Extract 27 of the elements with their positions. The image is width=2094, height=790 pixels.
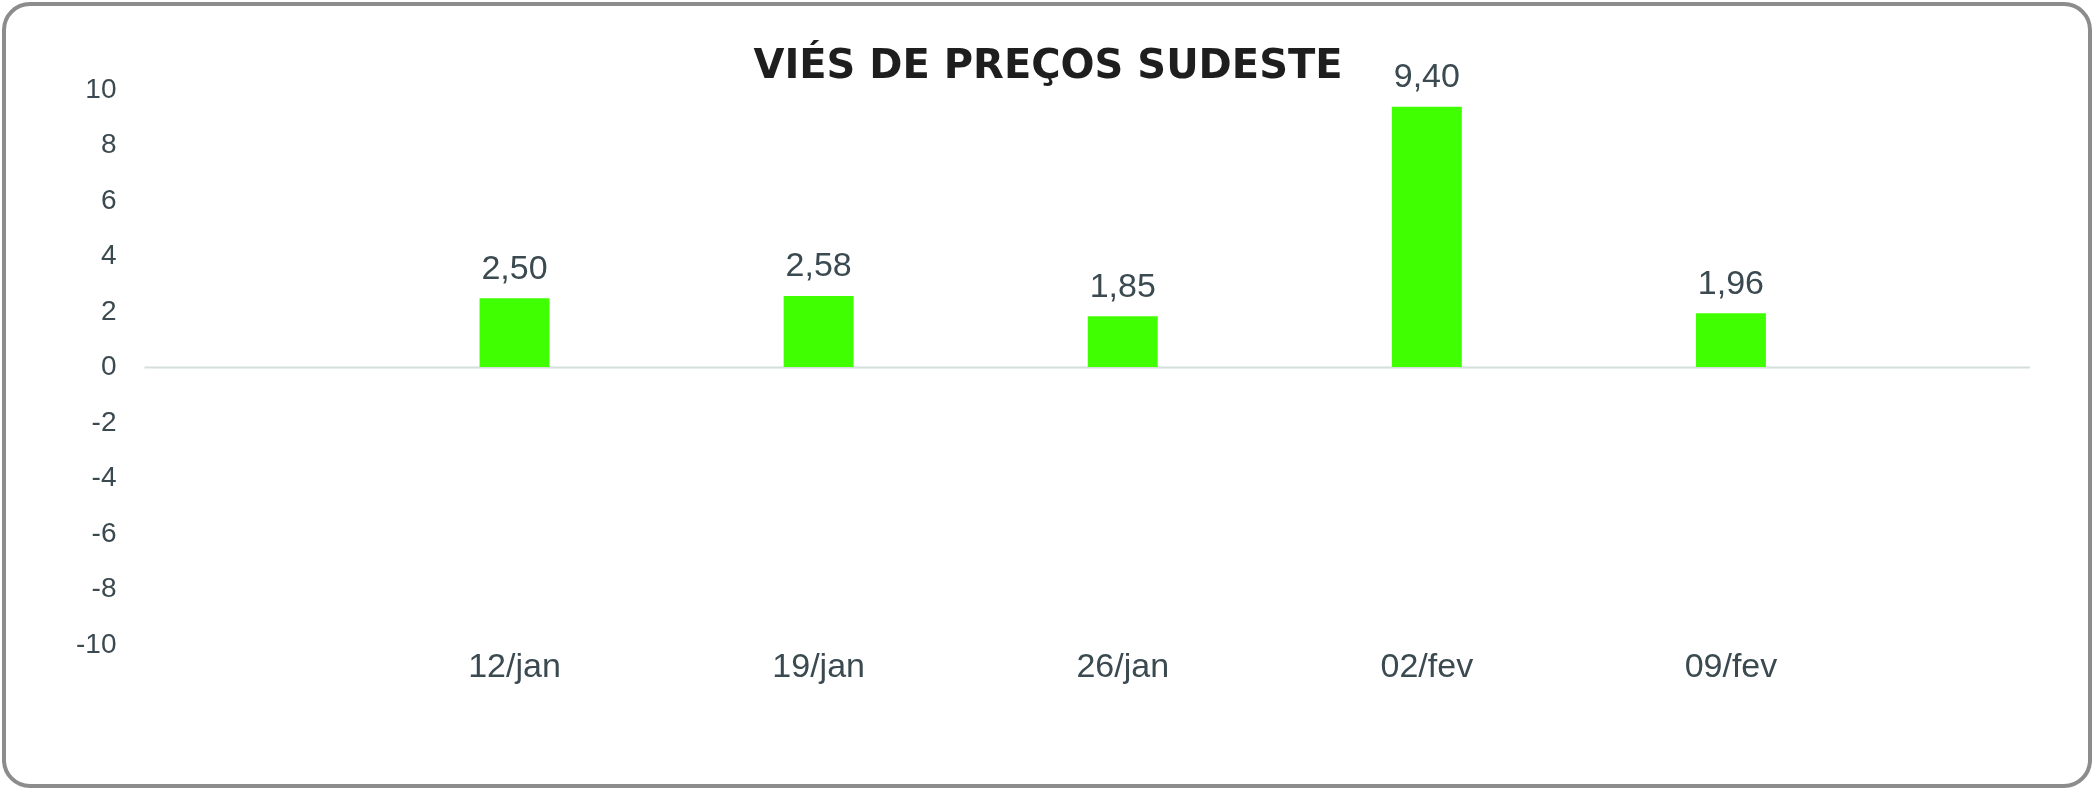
y-tick-label: 8	[100, 128, 117, 160]
y-tick-label: 4	[100, 239, 117, 271]
y-tick-label: -6	[91, 516, 117, 548]
y-tick-label: -10	[76, 627, 117, 659]
data-label: 1,85	[1089, 265, 1156, 304]
bar	[479, 298, 550, 368]
y-tick-label: -4	[91, 461, 117, 493]
bar	[1695, 313, 1766, 368]
data-label: 9,40	[1393, 56, 1460, 95]
y-tick-label: 10	[85, 72, 117, 104]
y-tick-label: -8	[91, 572, 117, 604]
x-tick-label: 12/jan	[468, 645, 561, 684]
bar	[783, 295, 854, 368]
y-tick-label: -2	[91, 405, 117, 437]
data-label: 2,58	[785, 245, 852, 284]
y-tick-label: 6	[100, 183, 117, 215]
bar	[1391, 106, 1462, 368]
x-tick-label: 09/fev	[1684, 645, 1778, 684]
chart-title: VIÉS DE PREÇOS SUDESTE	[753, 41, 1343, 87]
data-label: 2,50	[481, 247, 548, 286]
y-tick-label: 0	[100, 350, 117, 382]
bar	[1087, 316, 1158, 368]
data-label: 1,96	[1697, 262, 1765, 301]
x-tick-label: 02/fev	[1380, 645, 1474, 684]
y-tick-label: 2	[100, 294, 117, 326]
x-tick-label: 19/jan	[772, 645, 865, 684]
x-tick-label: 26/jan	[1076, 645, 1170, 684]
